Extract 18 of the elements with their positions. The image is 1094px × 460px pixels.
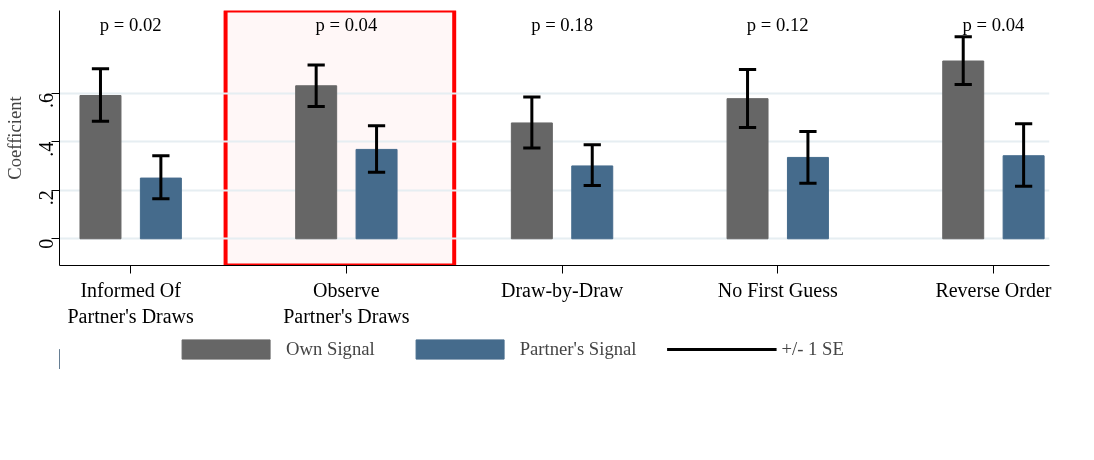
x-tick-label: Observe Partner's Draws — [283, 278, 410, 327]
annotation: p = 0.04 — [962, 14, 1026, 36]
text: +/- 1 SE — [781, 338, 844, 360]
x-tick-label: No First Guess — [717, 278, 838, 301]
annotation: p = 0.18 — [531, 14, 593, 36]
annotation: p = 0.04 — [315, 14, 378, 36]
x-tick-label: Draw-by-Draw — [500, 278, 624, 302]
y-tick-label: 0 — [35, 238, 58, 249]
y-tick-label: .2 — [35, 190, 58, 206]
x-tick-label: Reverse Order — [935, 278, 1052, 301]
annotation: p = 0.12 — [746, 14, 809, 36]
legend-label: Own Signal — [286, 338, 375, 360]
legend-label: Partner's Signal — [519, 338, 637, 360]
annotation: p = 0.02 — [99, 14, 162, 36]
x-tick-label: Informed Of Partner's Draws — [67, 278, 195, 327]
y-tick-label: .6 — [35, 93, 58, 109]
y-tick-label: .4 — [35, 141, 58, 157]
y-axis-title: Coefficient — [3, 95, 25, 180]
